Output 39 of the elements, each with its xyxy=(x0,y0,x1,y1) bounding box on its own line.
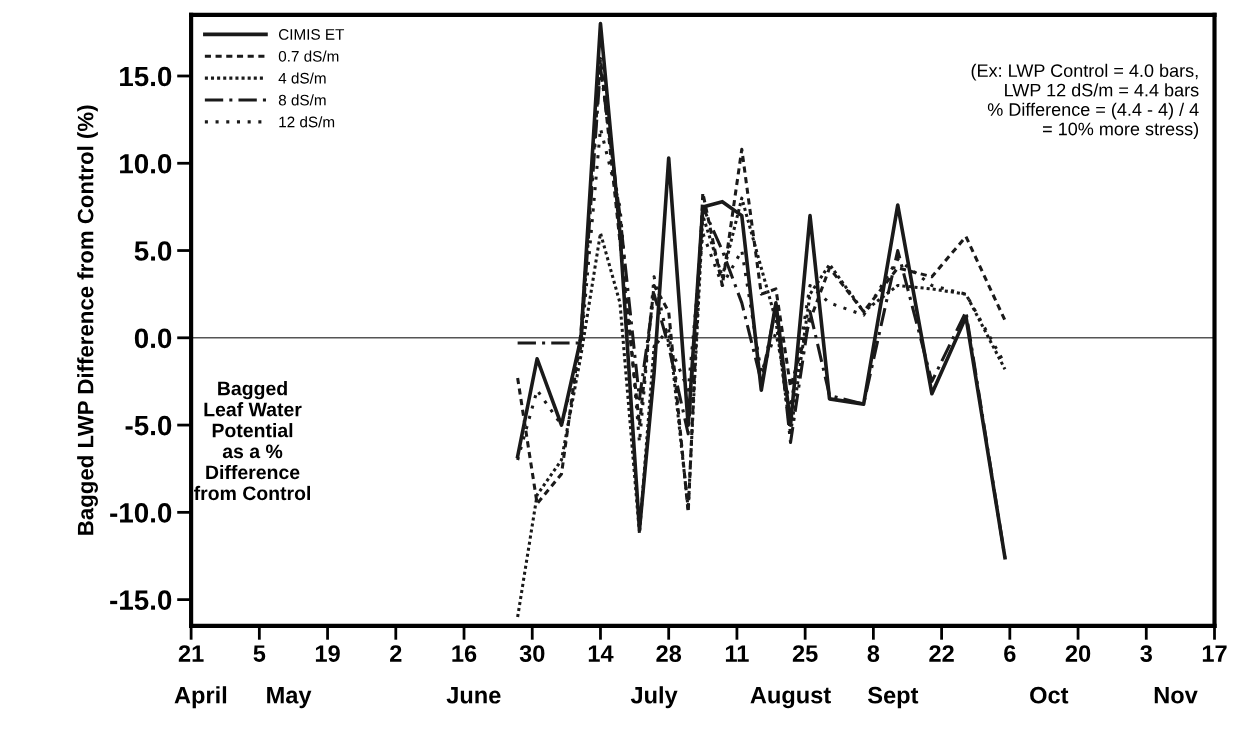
x2-tick-label: July xyxy=(630,686,678,709)
legend-label: 8 dS/m xyxy=(278,94,326,106)
y-tick-label: -5.0 xyxy=(125,415,172,436)
legend-label: 12 dS/m xyxy=(279,116,335,128)
x2-tick-label: August xyxy=(750,686,831,709)
x-tick-label: 2 xyxy=(390,645,402,662)
x2-tick-label: Sept xyxy=(867,686,919,709)
legend-label: 0.7 dS/m xyxy=(278,50,339,62)
x-tick-label: 17 xyxy=(1202,645,1227,662)
y-tick-label: 10.0 xyxy=(120,153,172,174)
y-tick-label: -15.0 xyxy=(110,590,172,610)
x-tick-label: 14 xyxy=(588,645,614,662)
x-tick-label: 30 xyxy=(519,645,545,662)
x-tick-label: 16 xyxy=(452,645,477,662)
x-tick-label: 6 xyxy=(1004,645,1016,662)
x-tick-label: 8 xyxy=(867,645,880,662)
x-tick-label: 5 xyxy=(253,645,266,662)
y-tick-label: 0.0 xyxy=(134,328,172,349)
y-axis-title: Bagged LWP Difference from Control (%) xyxy=(77,105,98,535)
x-tick-label: 21 xyxy=(178,645,204,662)
x-tick-label: 3 xyxy=(1140,645,1152,662)
x2-tick-label: Nov xyxy=(1154,687,1198,704)
annotation: Bagged Leaf Water Potential as a % Difference from Control xyxy=(193,381,311,501)
x-tick-label: 28 xyxy=(656,645,682,662)
x2-tick-label: April xyxy=(174,686,227,709)
y-tick-label: 5.0 xyxy=(134,241,172,261)
legend-label: 4 dS/m xyxy=(278,72,326,84)
x2-tick-label: Oct xyxy=(1030,686,1069,704)
legend-label: CIMIS ET xyxy=(278,29,345,40)
x2-tick-label: May xyxy=(267,687,312,709)
x-tick-label: 22 xyxy=(929,645,954,662)
x-tick-label: 11 xyxy=(725,645,749,662)
annotation: (Ex: LWP Control = 4.0 bars, LWP 12 dS/m = 4.4 bars % Difference = (4.4 - 4) / 4 = 10% more stress) xyxy=(971,63,1199,139)
x-tick-label: 19 xyxy=(315,645,340,662)
x-tick-label: 20 xyxy=(1065,645,1091,662)
y-tick-label: -10.0 xyxy=(110,503,172,523)
x-tick-label: 25 xyxy=(792,645,818,662)
x2-tick-label: June xyxy=(446,687,501,704)
y-tick-label: 15.0 xyxy=(120,66,172,87)
